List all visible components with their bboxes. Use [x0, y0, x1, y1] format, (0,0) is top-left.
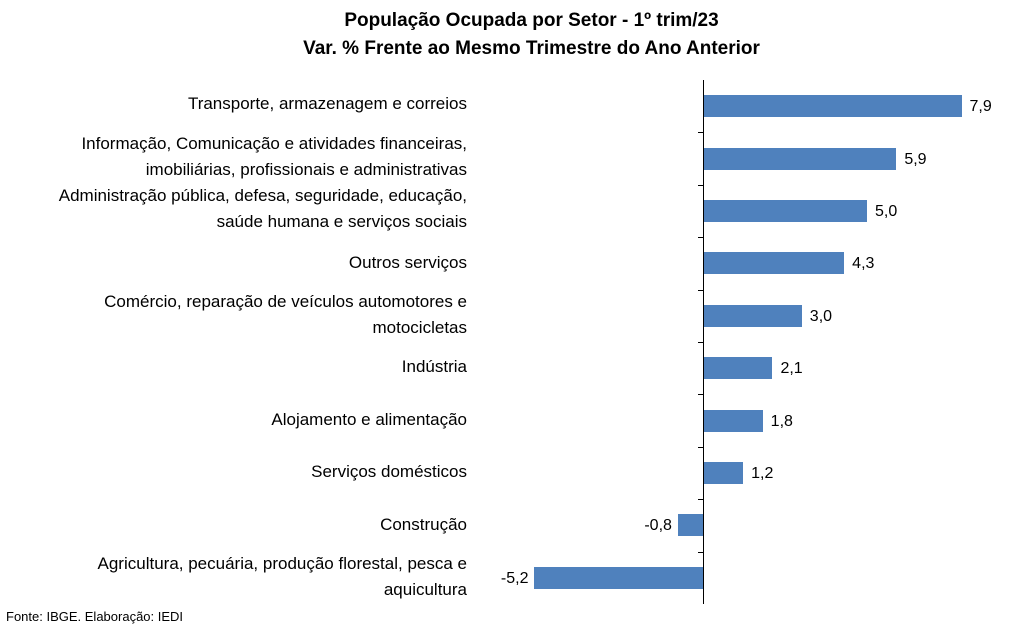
chart-subtitle: Var. % Frente ao Mesmo Trimestre do Ano … [303, 38, 760, 59]
bar-7 [704, 462, 744, 484]
category-label-line: Administração pública, defesa, seguridad… [58, 186, 467, 205]
category-label-8: Construção [0, 512, 467, 538]
data-label-5: 2,1 [780, 360, 803, 377]
bar-9 [534, 567, 704, 589]
category-label-0: Transporte, armazenagem e correios [0, 91, 467, 117]
data-label-9: -5,2 [500, 570, 529, 587]
bar-1 [704, 148, 897, 170]
axis-tick [698, 552, 704, 553]
category-label-line: Transporte, armazenagem e correios [187, 94, 467, 113]
axis-tick [698, 499, 704, 500]
bar-4 [704, 305, 802, 327]
category-label-5: Indústria [0, 354, 467, 380]
axis-tick [698, 342, 704, 343]
axis-tick [698, 237, 704, 238]
data-label-7: 1,2 [751, 465, 774, 482]
category-label-line: Informação, Comunicação e atividades fin… [81, 134, 467, 153]
bar-6 [704, 410, 763, 432]
bar-0 [704, 95, 962, 117]
category-label-line: imobiliárias, profissionais e administra… [145, 160, 467, 179]
data-label-1: 5,9 [904, 151, 927, 168]
bar-5 [704, 357, 773, 379]
data-label-3: 4,3 [852, 255, 875, 272]
category-label-4: Comércio, reparação de veículos automoto… [0, 289, 467, 341]
axis-tick [698, 290, 704, 291]
bar-3 [704, 252, 845, 274]
category-label-line: Serviços domésticos [311, 462, 467, 481]
bar-2 [704, 200, 867, 222]
axis-tick [698, 447, 704, 448]
category-label-3: Outros serviços [0, 250, 467, 276]
category-label-line: aquicultura [383, 580, 467, 599]
data-label-0: 7,9 [969, 98, 992, 115]
data-label-2: 5,0 [875, 203, 898, 220]
category-label-7: Serviços domésticos [0, 459, 467, 485]
zero-axis-line [703, 80, 704, 604]
category-label-2: Administração pública, defesa, seguridad… [0, 183, 467, 235]
category-label-line: motocicletas [372, 318, 467, 337]
axis-tick [698, 185, 704, 186]
category-label-1: Informação, Comunicação e atividades fin… [0, 131, 467, 183]
data-label-8: -0,8 [644, 517, 672, 534]
chart-title: População Ocupada por Setor - 1º trim/23 [344, 10, 719, 31]
source-note: Fonte: IBGE. Elaboração: IEDI [6, 609, 184, 624]
category-label-6: Alojamento e alimentação [0, 407, 467, 433]
category-label-line: Comércio, reparação de veículos automoto… [104, 292, 467, 311]
category-label-line: Agricultura, pecuária, produção floresta… [97, 554, 467, 573]
category-label-9: Agricultura, pecuária, produção floresta… [0, 551, 467, 603]
category-label-line: Indústria [401, 357, 467, 376]
axis-tick [698, 394, 704, 395]
bar-8 [677, 514, 704, 536]
category-label-line: Alojamento e alimentação [271, 410, 467, 429]
data-label-6: 1,8 [770, 413, 793, 430]
category-label-line: Construção [380, 515, 467, 534]
category-label-line: saúde humana e serviços sociais [216, 212, 467, 231]
category-label-line: Outros serviços [348, 253, 467, 272]
data-label-4: 3,0 [809, 308, 833, 325]
axis-tick [698, 132, 704, 133]
